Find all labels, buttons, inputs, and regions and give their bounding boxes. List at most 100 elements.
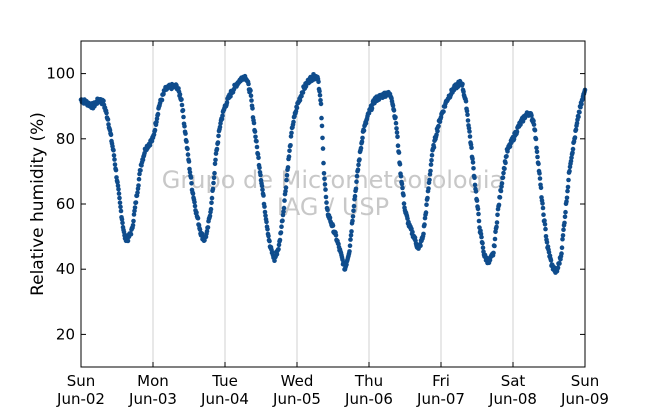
data-point [131, 212, 137, 217]
data-point [494, 220, 500, 225]
data-point [152, 127, 158, 133]
data-point [322, 176, 327, 182]
data-point [434, 132, 439, 138]
data-point [491, 250, 496, 256]
x-tick-date-label: Jun-03 [128, 390, 177, 408]
data-point [133, 200, 139, 205]
x-tick-day-label: Sun [571, 372, 600, 390]
data-point [560, 236, 565, 242]
data-point [263, 213, 268, 218]
data-point [324, 200, 329, 205]
data-point [401, 201, 407, 206]
watermark-line-1: Grupo de Micrometeorologia [162, 166, 504, 194]
data-point [318, 101, 324, 107]
data-point [184, 139, 189, 144]
data-point [211, 180, 216, 186]
data-point [213, 157, 218, 163]
data-point [518, 122, 523, 127]
data-point [186, 159, 192, 164]
data-point [118, 208, 124, 214]
data-point [291, 119, 296, 125]
data-point [283, 185, 289, 190]
data-point [259, 183, 265, 189]
data-point [479, 234, 484, 240]
data-point [358, 145, 364, 151]
data-point [398, 173, 404, 179]
data-point [369, 106, 375, 111]
x-tick-day-label: Fri [432, 372, 450, 390]
data-point [318, 98, 323, 103]
y-tick-label: 80 [56, 130, 75, 148]
data-point [155, 111, 161, 117]
data-point [534, 145, 539, 151]
data-point [136, 183, 141, 188]
data-point [130, 223, 136, 228]
data-point [548, 258, 554, 263]
data-point [464, 108, 470, 114]
data-point [473, 189, 479, 194]
data-point [209, 200, 214, 206]
data-point [535, 154, 540, 160]
data-point [330, 223, 336, 228]
data-point [475, 206, 481, 212]
data-point [197, 227, 203, 232]
x-tick-day-label: Wed [281, 372, 314, 390]
data-point [287, 148, 292, 154]
data-point [422, 215, 428, 221]
data-point [400, 185, 405, 191]
data-point [559, 251, 564, 256]
data-point [428, 168, 433, 174]
x-tick-date-label: Jun-04 [200, 390, 249, 408]
data-point [348, 237, 353, 242]
data-point [266, 233, 271, 239]
data-point [117, 200, 123, 205]
data-point [410, 229, 415, 235]
data-point [423, 210, 429, 215]
data-point [531, 122, 537, 127]
data-point [555, 265, 561, 271]
data-point [280, 212, 286, 218]
data-point [323, 187, 328, 192]
data-point [252, 129, 258, 134]
data-point [492, 243, 497, 249]
data-point [351, 203, 357, 209]
data-point [531, 118, 536, 124]
data-point [418, 243, 423, 249]
data-point [288, 143, 293, 148]
data-point [189, 181, 194, 186]
data-point [327, 215, 333, 220]
data-point [177, 92, 183, 97]
x-tick-day-label: Sun [67, 372, 96, 390]
data-point [347, 249, 352, 254]
data-point [565, 184, 571, 190]
data-point [366, 111, 372, 116]
data-point [399, 181, 405, 187]
data-point [360, 135, 365, 141]
data-point [542, 218, 547, 223]
data-point [211, 175, 217, 181]
data-point [258, 172, 263, 178]
data-point [474, 198, 480, 203]
data-point [470, 156, 475, 162]
y-tick-label: 100 [46, 65, 75, 83]
data-point [288, 134, 294, 139]
data-point [395, 143, 401, 148]
data-point [101, 98, 106, 104]
data-point [435, 128, 440, 134]
data-point [465, 112, 470, 117]
data-point [393, 115, 398, 120]
x-tick-date-label: Jun-07 [416, 390, 465, 408]
data-point [393, 120, 399, 126]
watermark-line-2: IAG / USP [277, 193, 389, 221]
data-point [136, 176, 142, 182]
data-point [112, 162, 118, 167]
y-axis: 20 40 60 80 100 [46, 65, 585, 343]
data-point [161, 91, 166, 97]
data-point [394, 130, 400, 135]
data-point [319, 123, 325, 129]
data-point [492, 236, 498, 242]
data-point [282, 198, 287, 203]
data-point [503, 160, 508, 166]
data-point [351, 208, 356, 214]
